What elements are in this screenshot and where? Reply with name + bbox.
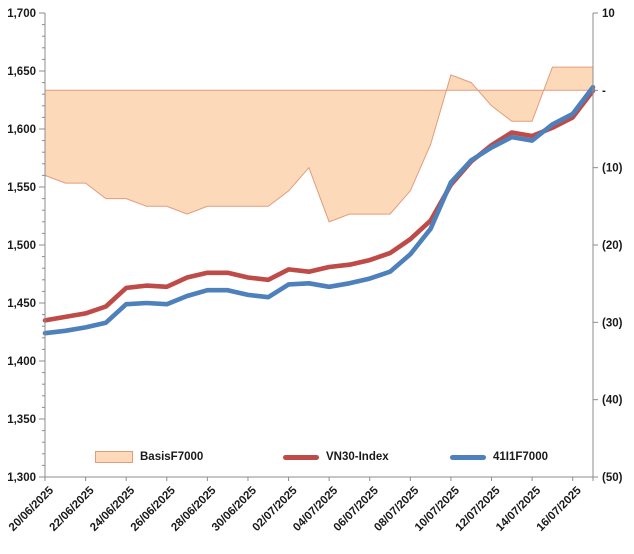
left-axis-label: 1,700: [7, 8, 36, 20]
right-axis-label: (20): [602, 240, 623, 252]
right-axis-label: (50): [602, 472, 623, 484]
legend-item-futures[interactable]: 41I1F7000: [450, 451, 548, 463]
right-axis-label: 10: [602, 8, 615, 20]
futures-line: [42, 84, 596, 336]
basis-area: [44, 66, 594, 223]
left-axis-label: 1,650: [7, 66, 36, 78]
legend-item-basis[interactable]: BasisF7000: [95, 451, 203, 463]
legend-label-futures: 41I1F7000: [493, 451, 548, 463]
left-axis-label: 1,350: [7, 414, 36, 426]
right-axis-label: -: [602, 85, 606, 97]
x-axis-label: 16/07/2025: [535, 484, 585, 534]
left-axis-label: 1,500: [7, 240, 36, 252]
left-axis-label: 1,300: [7, 472, 36, 484]
left-axis-label: 1,450: [7, 298, 36, 310]
left-axis-label: 1,550: [7, 182, 36, 194]
legend-label-vn30: VN30-Index: [326, 451, 389, 463]
legend-item-vn30[interactable]: VN30-Index: [283, 451, 389, 463]
basis-area-swatch: [95, 451, 133, 463]
left-axis-label: 1,600: [7, 124, 36, 136]
vn30-line-swatch: [283, 454, 319, 460]
left-axis-label: 1,400: [7, 356, 36, 368]
futures-line-swatch: [450, 454, 486, 460]
right-axis-label: (40): [602, 395, 623, 407]
vn30-line: [42, 88, 596, 323]
right-axis-label: (30): [602, 317, 623, 329]
right-axis-label: (10): [602, 163, 623, 175]
legend-label-basis: BasisF7000: [140, 451, 204, 463]
